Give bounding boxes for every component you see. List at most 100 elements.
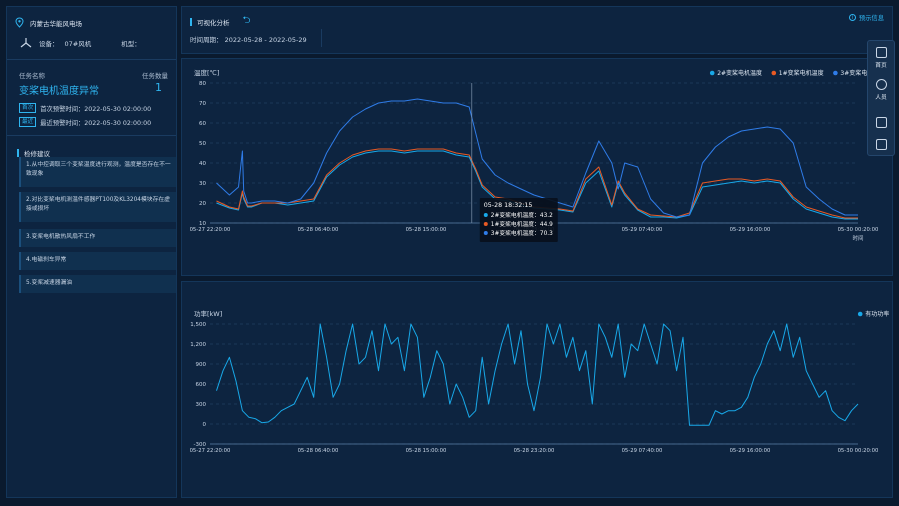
y-tick-label: 300	[196, 402, 207, 408]
y-tick-label: 1,200	[190, 342, 206, 348]
x-tick-label: 05-27 22:20:00	[190, 227, 231, 233]
y-tick-label: 600	[196, 382, 207, 388]
info-icon: i	[848, 14, 856, 21]
people-label: 人员	[875, 95, 887, 101]
task-count-label: 任务数量	[142, 72, 168, 80]
legend-label: 1#变桨电机温度	[779, 69, 824, 77]
power-chart-panel: 功率[kW] -300 0 300 600 900 1,200 1,500 05-27 22:2…	[181, 281, 893, 498]
first-warning-row: 首次 首次预警时间：2022-05-30 02:00:00	[19, 103, 151, 113]
task-count: 1	[155, 81, 162, 94]
power-chart[interactable]: 功率[kW] -300 0 300 600 900 1,200 1,500 05-27 22:2…	[182, 282, 894, 499]
tooltip-row: 1#变桨电机温度：44.9	[491, 220, 553, 228]
legend-marker	[833, 70, 838, 76]
device-label: 设备：	[39, 40, 59, 48]
analysis-header: 可视化分析 ⮌ i 预示信息 时间周期： 2022-05-28 - 2022-0…	[181, 6, 893, 54]
section-marker	[17, 149, 19, 157]
series-line	[216, 323, 859, 426]
tooltip-marker	[483, 231, 488, 235]
first-warning-time: 首次预警时间：2022-05-30 02:00:00	[40, 105, 152, 113]
location-name: 内蒙古华能风电场	[30, 19, 82, 28]
suggestion-item[interactable]: 3.变桨电机散热风扇不工作	[19, 229, 176, 247]
document-icon	[875, 117, 887, 128]
section-marker	[190, 17, 192, 26]
divider	[321, 29, 322, 47]
y-tick-label: 0	[203, 422, 207, 428]
y-tick-label: 70	[199, 101, 206, 107]
y-tick-label: 50	[199, 141, 206, 147]
tooltip-row: 2#变桨电机温度：43.2	[491, 211, 553, 219]
y-tick-label: 60	[199, 121, 206, 127]
model-label: 机型：	[121, 40, 141, 48]
y-tick-label: 1,500	[190, 322, 206, 328]
hint-link[interactable]: i 预示信息	[848, 13, 884, 22]
analysis-title-text: 可视化分析	[197, 18, 230, 27]
location-row: 内蒙古华能风电场	[15, 17, 82, 28]
tooltip-row: 3#变桨电机温度：70.3	[491, 229, 553, 237]
divider	[7, 135, 176, 136]
side-toolbar: 首页 人员	[867, 40, 895, 156]
exit-icon	[875, 139, 887, 150]
analysis-title: 可视化分析 ⮌	[190, 13, 251, 30]
x-tick-label: 05-29 07:40:00	[622, 227, 663, 233]
tooltip-marker	[483, 222, 488, 226]
y-tick-label: 30	[199, 181, 206, 187]
x-tick-label: 05-28 06:40:00	[298, 448, 339, 454]
legend-label: 3#变桨电机温度	[840, 69, 885, 77]
legend-marker	[857, 311, 863, 317]
x-tick-label: 05-28 06:40:00	[298, 227, 339, 233]
home-icon	[875, 47, 887, 58]
back-arrow-icon[interactable]: ⮌	[242, 15, 251, 26]
tooltip-marker	[483, 213, 488, 217]
exit-tool[interactable]	[868, 139, 894, 152]
temperature-chart[interactable]: 温度[℃] 10 20 30 40 50 60 70 80 05-27 22:20:00 05-28…	[182, 59, 894, 277]
device-row: 设备： 07#风机 机型：	[19, 37, 147, 49]
document-tool[interactable]	[868, 117, 894, 130]
last-warning-time: 最近预警时间：2022-05-30 02:00:00	[40, 119, 152, 127]
y-tick-label: -300	[194, 442, 207, 448]
legend-label: 有功功率	[865, 310, 889, 318]
x-tick-label: 05-28 15:00:00	[406, 448, 447, 454]
time-range[interactable]: 时间周期： 2022-05-28 - 2022-05-29	[190, 36, 307, 44]
x-axis-label: 时间	[852, 234, 863, 242]
y-tick-label: 80	[199, 81, 206, 87]
x-tick-label: 05-29 16:00:00	[730, 448, 771, 454]
legend-marker	[771, 70, 777, 76]
suggestion-item[interactable]: 1.从中控调取三个变桨温度进行观测，温度是否存在不一致现象	[19, 157, 176, 187]
wind-turbine-icon	[20, 38, 32, 48]
x-tick-label: 05-30 00:20:00	[838, 227, 879, 233]
tooltip-time: 05-28 18:32:15	[484, 202, 533, 209]
x-tick-label: 05-29 16:00:00	[730, 227, 771, 233]
divider	[7, 59, 176, 60]
suggestion-item[interactable]: 2.对比变桨电机测温件感器PT100及KL3204模块存在虚接或损坏	[19, 192, 176, 222]
people-tool[interactable]: 人员	[868, 79, 894, 101]
hint-text: 预示信息	[858, 15, 884, 22]
suggestion-title: 检修建议	[17, 148, 50, 158]
series-line	[216, 98, 858, 218]
suggestion-item[interactable]: 4.电磁刹车异常	[19, 252, 176, 270]
task-panel: 内蒙古华能风电场 设备： 07#风机 机型： 任务名称 任务数量 变桨电机温度异常…	[6, 6, 177, 498]
y-tick-label: 40	[199, 161, 206, 167]
suggestion-item[interactable]: 5.变桨减速器漏油	[19, 275, 176, 293]
x-tick-label: 05-29 07:40:00	[622, 448, 663, 454]
home-label: 首页	[875, 63, 887, 69]
last-warning-row: 最近 最近预警时间：2022-05-30 02:00:00	[19, 117, 151, 127]
location-pin-icon	[15, 17, 24, 28]
temperature-chart-panel: 温度[℃] 10 20 30 40 50 60 70 80 05-27 22:20:00 05-28…	[181, 58, 893, 276]
x-tick-label: 05-27 22:20:00	[190, 448, 231, 454]
x-tick-label: 05-28 15:00:00	[406, 227, 447, 233]
y-tick-label: 900	[196, 362, 207, 368]
y-tick-label: 10	[199, 221, 206, 227]
x-tick-label: 05-28 23:20:00	[514, 448, 555, 454]
y-tick-label: 20	[199, 201, 206, 207]
x-tick-label: 05-30 00:20:00	[838, 448, 879, 454]
user-icon	[875, 79, 887, 90]
y-axis-label: 温度[℃]	[194, 68, 219, 77]
tooltip-box	[479, 198, 558, 242]
legend-label: 2#变桨电机温度	[717, 69, 762, 77]
suggestion-title-text: 检修建议	[24, 150, 50, 158]
home-tool[interactable]: 首页	[868, 47, 894, 69]
first-tag: 首次	[19, 103, 37, 113]
task-name: 变桨电机温度异常	[19, 86, 99, 97]
y-axis-label: 功率[kW]	[194, 309, 222, 318]
device-value: 07#风机	[64, 40, 92, 48]
